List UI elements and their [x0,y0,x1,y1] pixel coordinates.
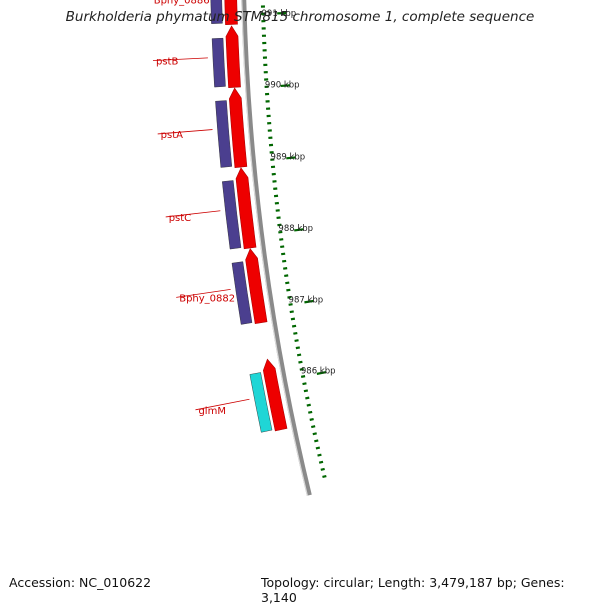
dot-mark [295,340,299,341]
dot-mark [293,333,297,334]
gene-feature [212,38,225,87]
tick-label: 989 kbp [271,153,306,163]
gene-label: pstC [169,213,191,224]
dot-mark [321,469,325,470]
dot-mark [307,405,311,406]
accession-label: Accession: NC_010622 [6,575,154,590]
dot-mark [283,268,287,269]
dot-mark [316,448,320,449]
dot-mark [303,383,307,384]
dot-mark [319,462,323,463]
dot-mark [292,326,296,327]
dot-mark [290,311,294,312]
dot-mark [296,347,300,348]
dot-mark [310,419,314,420]
dot-mark [322,476,326,477]
dot-mark [282,261,286,262]
dot-mark [311,426,315,427]
tick-label: 986 kbp [301,366,336,376]
gene-label: pstA [161,130,183,141]
dot-mark [281,254,285,255]
dot-mark [313,433,317,434]
dot-mark [279,239,283,240]
dot-mark [318,455,322,456]
gene-label: glmM [198,406,226,417]
gene-label: Bphy_0886 [154,0,210,6]
dot-mark [308,412,312,413]
gene-feature [215,101,231,168]
dot-mark [314,440,318,441]
cds-feature [229,88,247,168]
dot-mark [280,246,284,247]
cds-feature [226,26,241,88]
gene-label: Bphy_0882 [179,293,235,304]
dot-mark [304,390,308,391]
map-title: Burkholderia phymatum STM815 chromosome … [0,9,600,25]
dot-mark [298,362,302,363]
dot-mark [291,319,295,320]
tick-label: 987 kbp [289,295,324,305]
dot-mark [284,275,288,276]
dot-mark [297,355,301,356]
dot-mark [305,398,309,399]
tick-label: 990 kbp [265,81,300,91]
tick-label: 988 kbp [278,224,313,234]
dot-mark [286,290,290,291]
gene-label: pstB [156,57,178,68]
topology-label: Topology: circular; Length: 3,479,187 bp… [258,575,600,605]
dot-mark [285,283,289,284]
